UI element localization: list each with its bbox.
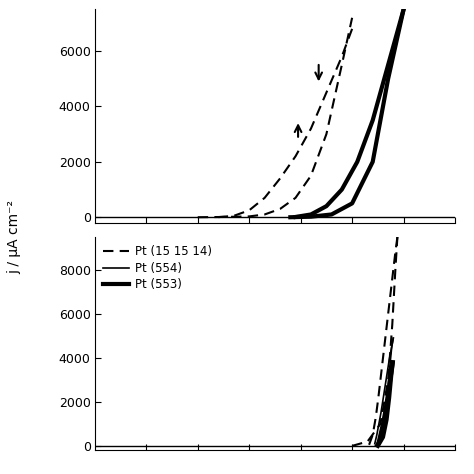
Text: (b): (b) — [113, 248, 137, 264]
Text: j / μA cm⁻²: j / μA cm⁻² — [7, 200, 21, 274]
Legend: Pt (15 15 14), Pt (554), Pt (553): Pt (15 15 14), Pt (554), Pt (553) — [100, 243, 214, 294]
